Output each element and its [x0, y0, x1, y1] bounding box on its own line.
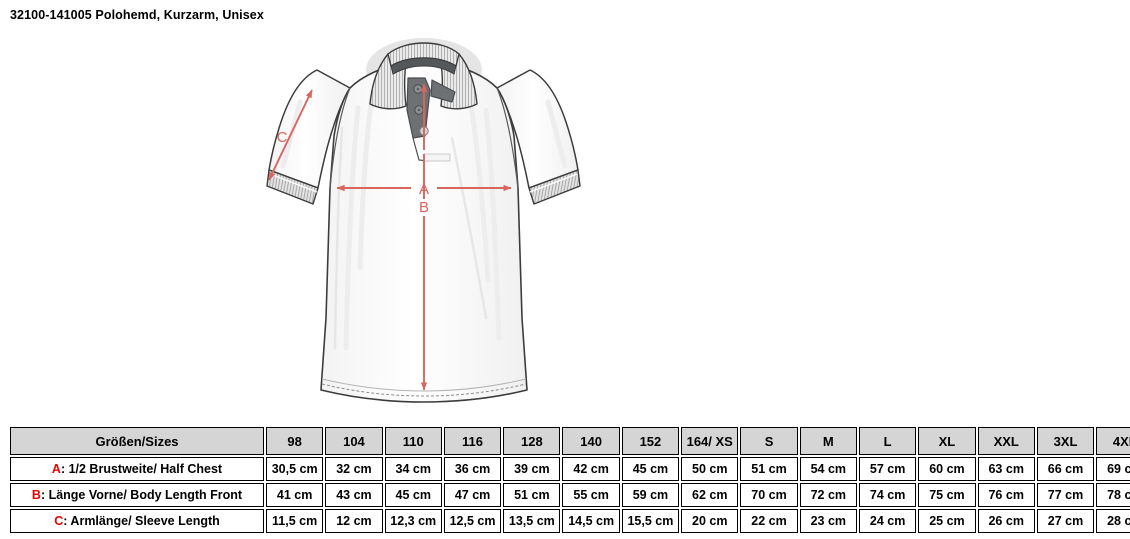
measure-label-a: A: [419, 181, 429, 198]
header-size: XXL: [977, 427, 1035, 455]
cell-value: 75 cm: [918, 483, 976, 507]
cell-value: 45 cm: [621, 457, 680, 481]
cell-value: 50 cm: [681, 457, 739, 481]
cell-value: 62 cm: [681, 483, 739, 507]
table-row: A: 1/2 Brustweite/ Half Chest 30,5 cm 32…: [10, 457, 1130, 481]
cell-value: 63 cm: [977, 457, 1035, 481]
size-chart-table: Größen/Sizes 98 104 110 116 128 140 152 …: [8, 425, 1130, 535]
header-size: 104: [325, 427, 383, 455]
cell-value: 24 cm: [858, 509, 917, 533]
header-size: 140: [562, 427, 620, 455]
cell-value: 77 cm: [1036, 483, 1095, 507]
cell-value: 30,5 cm: [266, 457, 324, 481]
measure-label-b: B: [419, 199, 429, 216]
cell-value: 47 cm: [443, 483, 502, 507]
measurement-annotations: [268, 83, 512, 391]
row-label-text: : Armlänge/ Sleeve Length: [63, 514, 220, 528]
row-label-b: B: Länge Vorne/ Body Length Front: [10, 483, 264, 507]
row-label-text: : Länge Vorne/ Body Length Front: [40, 488, 243, 502]
cell-value: 28 cm: [1096, 509, 1130, 533]
cell-value: 60 cm: [918, 457, 976, 481]
cell-value: 45 cm: [384, 483, 442, 507]
cell-value: 14,5 cm: [562, 509, 620, 533]
table-row: B: Länge Vorne/ Body Length Front 41 cm …: [10, 483, 1130, 507]
cell-value: 34 cm: [384, 457, 442, 481]
header-size: L: [858, 427, 917, 455]
row-label-c: C: Armlänge/ Sleeve Length: [10, 509, 264, 533]
marker-letter-b: B: [31, 488, 41, 502]
cell-value: 39 cm: [503, 457, 561, 481]
cell-value: 12,5 cm: [443, 509, 502, 533]
cell-value: 78 cm: [1096, 483, 1130, 507]
header-size: 152: [621, 427, 680, 455]
placket-right: [430, 79, 456, 103]
cell-value: 11,5 cm: [266, 509, 324, 533]
row-label-text: : 1/2 Brustweite/ Half Chest: [60, 462, 223, 476]
table-header-row: Größen/Sizes 98 104 110 116 128 140 152 …: [10, 427, 1130, 455]
marker-letter-c: C: [54, 514, 64, 528]
arrow-c: [268, 89, 313, 181]
header-size: 98: [266, 427, 324, 455]
cell-value: 15,5 cm: [621, 509, 680, 533]
cell-value: 59 cm: [621, 483, 680, 507]
cell-value: 51 cm: [503, 483, 561, 507]
cell-value: 51 cm: [740, 457, 798, 481]
cell-value: 12,3 cm: [384, 509, 442, 533]
table-row: C: Armlänge/ Sleeve Length 11,5 cm 12 cm…: [10, 509, 1130, 533]
header-size: 128: [503, 427, 561, 455]
cell-value: 54 cm: [799, 457, 857, 481]
marker-letter-a: A: [51, 462, 61, 476]
header-size: 3XL: [1036, 427, 1095, 455]
cell-value: 23 cm: [799, 509, 857, 533]
header-label: Größen/Sizes: [10, 427, 264, 455]
cell-value: 74 cm: [858, 483, 917, 507]
cell-value: 57 cm: [858, 457, 917, 481]
cell-value: 36 cm: [443, 457, 502, 481]
cell-value: 66 cm: [1036, 457, 1095, 481]
cell-value: 43 cm: [325, 483, 383, 507]
cell-value: 69 cm: [1096, 457, 1130, 481]
polo-shirt-diagram: A B C: [0, 18, 1130, 410]
cell-value: 25 cm: [918, 509, 976, 533]
header-size: 164/ XS: [681, 427, 739, 455]
cell-value: 41 cm: [266, 483, 324, 507]
header-size: 116: [443, 427, 502, 455]
cell-value: 55 cm: [562, 483, 620, 507]
cell-value: 26 cm: [977, 509, 1035, 533]
cell-value: 70 cm: [740, 483, 798, 507]
page-title: 32100-141005 Polohemd, Kurzarm, Unisex: [10, 8, 264, 22]
neckband-inner: [390, 57, 457, 75]
cell-value: 42 cm: [562, 457, 620, 481]
cell-value: 72 cm: [799, 483, 857, 507]
cell-value: 27 cm: [1036, 509, 1095, 533]
cell-value: 13,5 cm: [503, 509, 561, 533]
header-size: M: [799, 427, 857, 455]
cell-value: 76 cm: [977, 483, 1035, 507]
right-cuff: [528, 169, 581, 205]
measure-label-c: C: [277, 129, 288, 146]
header-size: 110: [384, 427, 442, 455]
header-size: S: [740, 427, 798, 455]
header-size: 4XL: [1096, 427, 1130, 455]
header-size: XL: [918, 427, 976, 455]
placket-bottom-tack: [423, 153, 451, 162]
cell-value: 32 cm: [325, 457, 383, 481]
cell-value: 22 cm: [740, 509, 798, 533]
row-label-a: A: 1/2 Brustweite/ Half Chest: [10, 457, 264, 481]
cell-value: 12 cm: [325, 509, 383, 533]
cell-value: 20 cm: [681, 509, 739, 533]
